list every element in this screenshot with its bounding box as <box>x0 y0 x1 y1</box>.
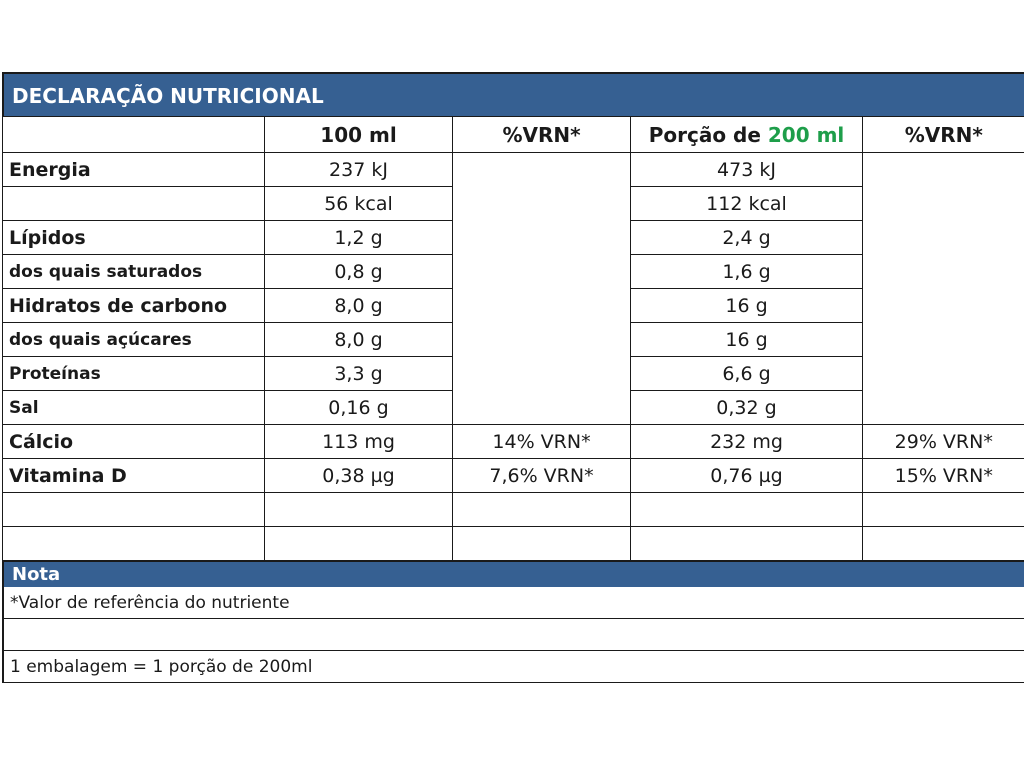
nutrient-label: Sal <box>2 390 265 425</box>
nutrition-sheet: DECLARAÇÃO NUTRICIONAL 100 ml %VRN* Porç… <box>2 72 1024 683</box>
vrn-per-100ml <box>452 152 631 187</box>
header-per-100ml: 100 ml <box>264 116 453 153</box>
header-portion: Porção de 200 ml <box>630 116 863 153</box>
vrn-per-100ml <box>452 356 631 391</box>
header-blank <box>2 116 265 153</box>
vrn-per-portion <box>862 356 1024 391</box>
empty-cell <box>452 526 631 561</box>
vrn-per-portion <box>862 186 1024 221</box>
vrn-per-100ml: 7,6% VRN* <box>452 458 631 493</box>
nutrient-label: dos quais açúcares <box>2 322 265 357</box>
vrn-per-100ml <box>452 220 631 255</box>
note-heading: Nota <box>2 561 1024 587</box>
vrn-per-100ml: 14% VRN* <box>452 424 631 459</box>
value-per-portion: 232 mg <box>630 424 863 459</box>
value-per-portion: 6,6 g <box>630 356 863 391</box>
nutrient-label: dos quais saturados <box>2 254 265 289</box>
vrn-per-portion <box>862 322 1024 357</box>
value-per-portion: 2,4 g <box>630 220 863 255</box>
nutrient-label: Proteínas <box>2 356 265 391</box>
nutrition-table: 100 ml %VRN* Porção de 200 ml %VRN* Ener… <box>2 116 1024 561</box>
note-line-2 <box>2 619 1024 651</box>
vrn-per-portion <box>862 390 1024 425</box>
value-per-100ml: 1,2 g <box>264 220 453 255</box>
table-row: Vitamina D 0,38 µg 7,6% VRN* 0,76 µg 15% VRN… <box>2 458 1024 493</box>
vrn-per-100ml <box>452 186 631 221</box>
table-row: dos quais saturados 0,8 g 1,6 g <box>2 254 1024 289</box>
value-per-portion: 16 g <box>630 322 863 357</box>
vrn-per-100ml <box>452 254 631 289</box>
vrn-per-portion <box>862 254 1024 289</box>
value-per-portion: 0,76 µg <box>630 458 863 493</box>
empty-cell <box>862 526 1024 561</box>
value-per-100ml: 0,8 g <box>264 254 453 289</box>
note-line-1: *Valor de referência do nutriente <box>2 587 1024 619</box>
table-row: Proteínas 3,3 g 6,6 g <box>2 356 1024 391</box>
note-line-3: 1 embalagem = 1 porção de 200ml <box>2 651 1024 683</box>
vrn-per-portion <box>862 152 1024 187</box>
value-per-portion: 0,32 g <box>630 390 863 425</box>
header-vrn-portion: %VRN* <box>862 116 1024 153</box>
empty-cell <box>2 526 265 561</box>
empty-cell <box>2 492 265 527</box>
vrn-per-100ml <box>452 288 631 323</box>
empty-cell <box>264 492 453 527</box>
nutrient-label: Energia <box>2 152 265 187</box>
table-row: Sal 0,16 g 0,32 g <box>2 390 1024 425</box>
empty-row <box>2 526 1024 561</box>
vrn-per-100ml <box>452 322 631 357</box>
nutrient-label: Lípidos <box>2 220 265 255</box>
table-row: Energia 237 kJ 473 kJ <box>2 152 1024 187</box>
nutrient-label <box>2 186 265 221</box>
empty-cell <box>630 492 863 527</box>
value-per-portion: 112 kcal <box>630 186 863 221</box>
nutrient-label: Cálcio <box>2 424 265 459</box>
table-row: Cálcio 113 mg 14% VRN* 232 mg 29% VRN* <box>2 424 1024 459</box>
header-row: 100 ml %VRN* Porção de 200 ml %VRN* <box>2 116 1024 153</box>
vrn-per-portion: 29% VRN* <box>862 424 1024 459</box>
table-row: Lípidos 1,2 g 2,4 g <box>2 220 1024 255</box>
value-per-portion: 1,6 g <box>630 254 863 289</box>
vrn-per-portion <box>862 220 1024 255</box>
vrn-per-portion <box>862 288 1024 323</box>
value-per-100ml: 0,16 g <box>264 390 453 425</box>
value-per-100ml: 113 mg <box>264 424 453 459</box>
empty-cell <box>630 526 863 561</box>
table-row: Hidratos de carbono 8,0 g 16 g <box>2 288 1024 323</box>
empty-cell <box>452 492 631 527</box>
nutrient-label: Vitamina D <box>2 458 265 493</box>
value-per-100ml: 56 kcal <box>264 186 453 221</box>
table-row: 56 kcal 112 kcal <box>2 186 1024 221</box>
vrn-per-portion: 15% VRN* <box>862 458 1024 493</box>
value-per-portion: 16 g <box>630 288 863 323</box>
vrn-per-100ml <box>452 390 631 425</box>
empty-row <box>2 492 1024 527</box>
empty-cell <box>862 492 1024 527</box>
nutrient-label: Hidratos de carbono <box>2 288 265 323</box>
value-per-portion: 473 kJ <box>630 152 863 187</box>
value-per-100ml: 0,38 µg <box>264 458 453 493</box>
empty-cell <box>264 526 453 561</box>
value-per-100ml: 3,3 g <box>264 356 453 391</box>
table-row: dos quais açúcares 8,0 g 16 g <box>2 322 1024 357</box>
header-vrn-100ml: %VRN* <box>452 116 631 153</box>
value-per-100ml: 8,0 g <box>264 322 453 357</box>
header-portion-prefix: Porção de <box>648 122 768 147</box>
header-portion-amount: 200 ml <box>767 122 845 147</box>
value-per-100ml: 8,0 g <box>264 288 453 323</box>
table-title: DECLARAÇÃO NUTRICIONAL <box>2 72 1024 116</box>
value-per-100ml: 237 kJ <box>264 152 453 187</box>
